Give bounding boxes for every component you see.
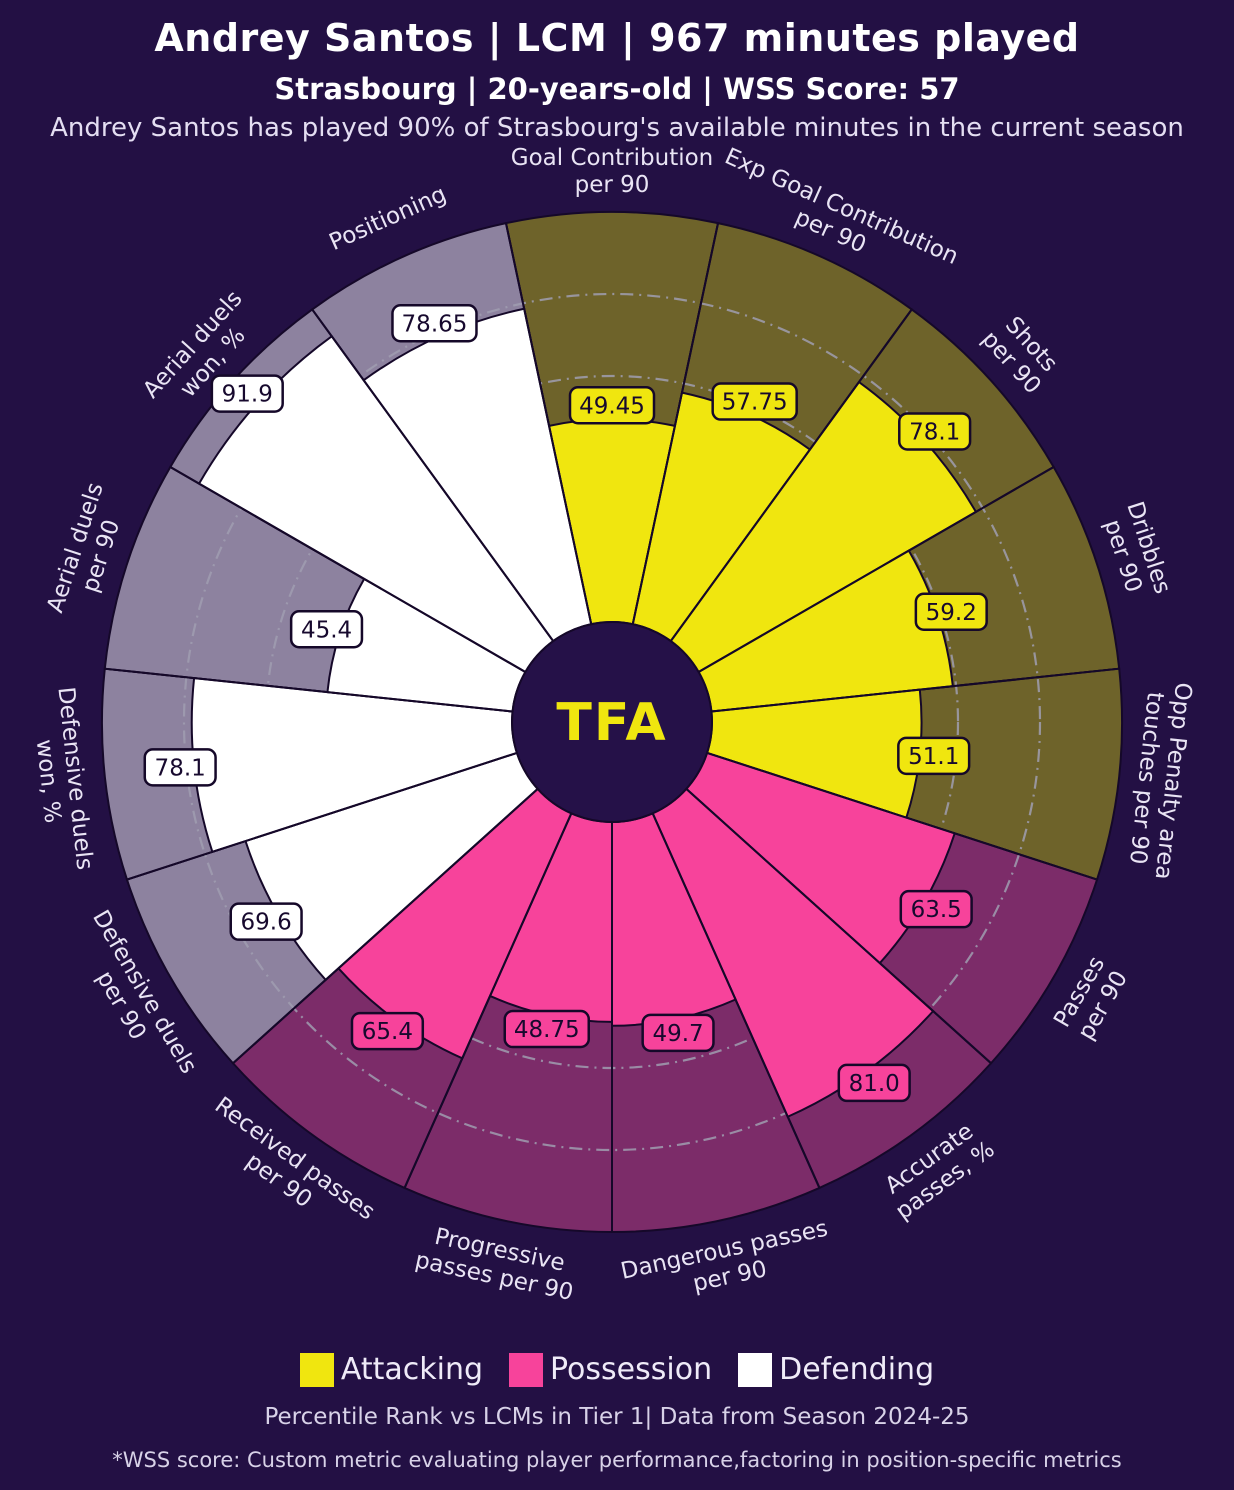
value-badge-1: 57.75 [711, 382, 798, 421]
metric-label-11: Defensive duelswon, % [26, 686, 98, 874]
slice-boundary-10 [232, 788, 539, 1064]
possession-swatch-icon [509, 1352, 544, 1387]
metric-label-0: Goal Contribution per 90 [511, 145, 714, 198]
value-badge-14: 78.65 [391, 304, 478, 343]
value-badge-box [391, 304, 478, 343]
slice-boundary-11 [126, 751, 518, 881]
value-badge-text: 48.75 [514, 1017, 580, 1043]
slice-boundary-12 [104, 667, 513, 713]
metric-label-3: Dribblesper 90 [1096, 498, 1176, 605]
slice-boundary-5 [706, 751, 1098, 881]
legend-item-defending: Defending [738, 1352, 934, 1387]
legend-item-attacking: Attacking [299, 1352, 484, 1387]
metric-label-4: Opp Penalty areatouches per 90 [1123, 678, 1196, 881]
value-badge-text: 59.2 [926, 600, 977, 626]
value-badge-8: 48.75 [503, 1009, 590, 1049]
value-badge-text: 78.65 [402, 311, 468, 337]
value-badge-box [899, 889, 973, 929]
value-badge-box [350, 1011, 425, 1051]
value-badge-box [898, 412, 972, 451]
value-badge-box [210, 374, 284, 413]
slice-boundary-3 [698, 466, 1055, 673]
value-badge-text: 45.4 [301, 617, 352, 643]
value-badge-box [897, 736, 971, 776]
percentile-ring-80 [182, 292, 1042, 1152]
value-badge-3: 59.2 [914, 592, 988, 632]
value-badge-text: 78.1 [155, 755, 206, 781]
slice-boundary-4 [711, 667, 1120, 713]
value-badge-text: 91.9 [222, 382, 273, 408]
metric-label-8: Progressivepasses per 90 [413, 1221, 581, 1306]
value-badge-10: 69.6 [229, 902, 303, 941]
legend-label: Defending [779, 1352, 935, 1387]
value-badge-6: 81.0 [837, 1063, 911, 1103]
value-badge-11: 78.1 [143, 748, 217, 787]
value-badge-text: 49.45 [579, 393, 645, 419]
value-badge-7: 49.7 [641, 1013, 715, 1053]
value-badge-13: 91.9 [210, 374, 284, 413]
percentile-note: Percentile Rank vs LCMs in Tier 1| Data … [264, 1404, 970, 1430]
value-badge-box [914, 592, 988, 632]
value-badge-text: 57.75 [722, 390, 788, 416]
page-title: Andrey Santos | LCM | 967 minutes played [154, 16, 1080, 60]
value-badge-box [503, 1009, 590, 1049]
value-badge-text: 65.4 [362, 1019, 413, 1045]
legend-label: Attacking [340, 1352, 484, 1387]
legend-item-possession: Possession [509, 1352, 712, 1387]
center-logo-circle [511, 621, 713, 823]
minutes-description: Andrey Santos has played 90% of Strasbou… [50, 113, 1184, 143]
slice-boundary-13 [169, 466, 526, 673]
slice-boundary-0 [504, 222, 593, 625]
value-badge-box [837, 1063, 911, 1103]
value-badge-text: 69.6 [241, 910, 292, 936]
value-badge-9: 65.4 [350, 1011, 425, 1051]
tfa-logo: TFA [556, 693, 667, 753]
slice-boundary-7 [651, 812, 821, 1189]
legend-label: Possession [550, 1352, 713, 1387]
wss-note: *WSS score: Custom metric evaluating pla… [112, 1448, 1122, 1472]
slice-boundary-9 [403, 812, 573, 1189]
value-badge-text: 78.1 [909, 419, 960, 445]
value-badge-text: 49.7 [652, 1021, 703, 1047]
slice-boundary-6 [685, 788, 992, 1064]
legend: Attacking Possession Defending [0, 1352, 1234, 1387]
value-badge-box [143, 748, 217, 787]
page-subtitle: Strasbourg | 20-years-old | WSS Score: 5… [274, 72, 960, 106]
value-badge-4: 51.1 [897, 736, 971, 776]
value-badge-0: 49.45 [568, 386, 656, 425]
defending-swatch-icon [738, 1352, 773, 1387]
value-badge-box [229, 902, 303, 941]
value-badge-12: 45.4 [289, 610, 364, 649]
value-badge-box [711, 382, 798, 421]
metric-label-5: Passesper 90 [1049, 952, 1133, 1045]
attacking-swatch-icon [299, 1352, 334, 1387]
slice-boundary-14 [311, 308, 555, 642]
pizza-chart: TFA 49.45 57.75 78.1 59.2 51.1 63.5 81.0 49.7 48.… [26, 144, 1196, 1307]
value-badge-box [289, 610, 364, 649]
slice-boundary-1 [631, 222, 720, 625]
value-badge-2: 78.1 [898, 412, 972, 451]
value-badge-5: 63.5 [899, 889, 973, 929]
value-badge-text: 63.5 [911, 897, 962, 923]
value-badge-box [641, 1013, 715, 1053]
slice-boundary-2 [669, 308, 913, 642]
value-badge-box [568, 386, 656, 425]
value-badge-text: 81.0 [849, 1071, 900, 1097]
value-badge-text: 51.1 [908, 744, 959, 770]
